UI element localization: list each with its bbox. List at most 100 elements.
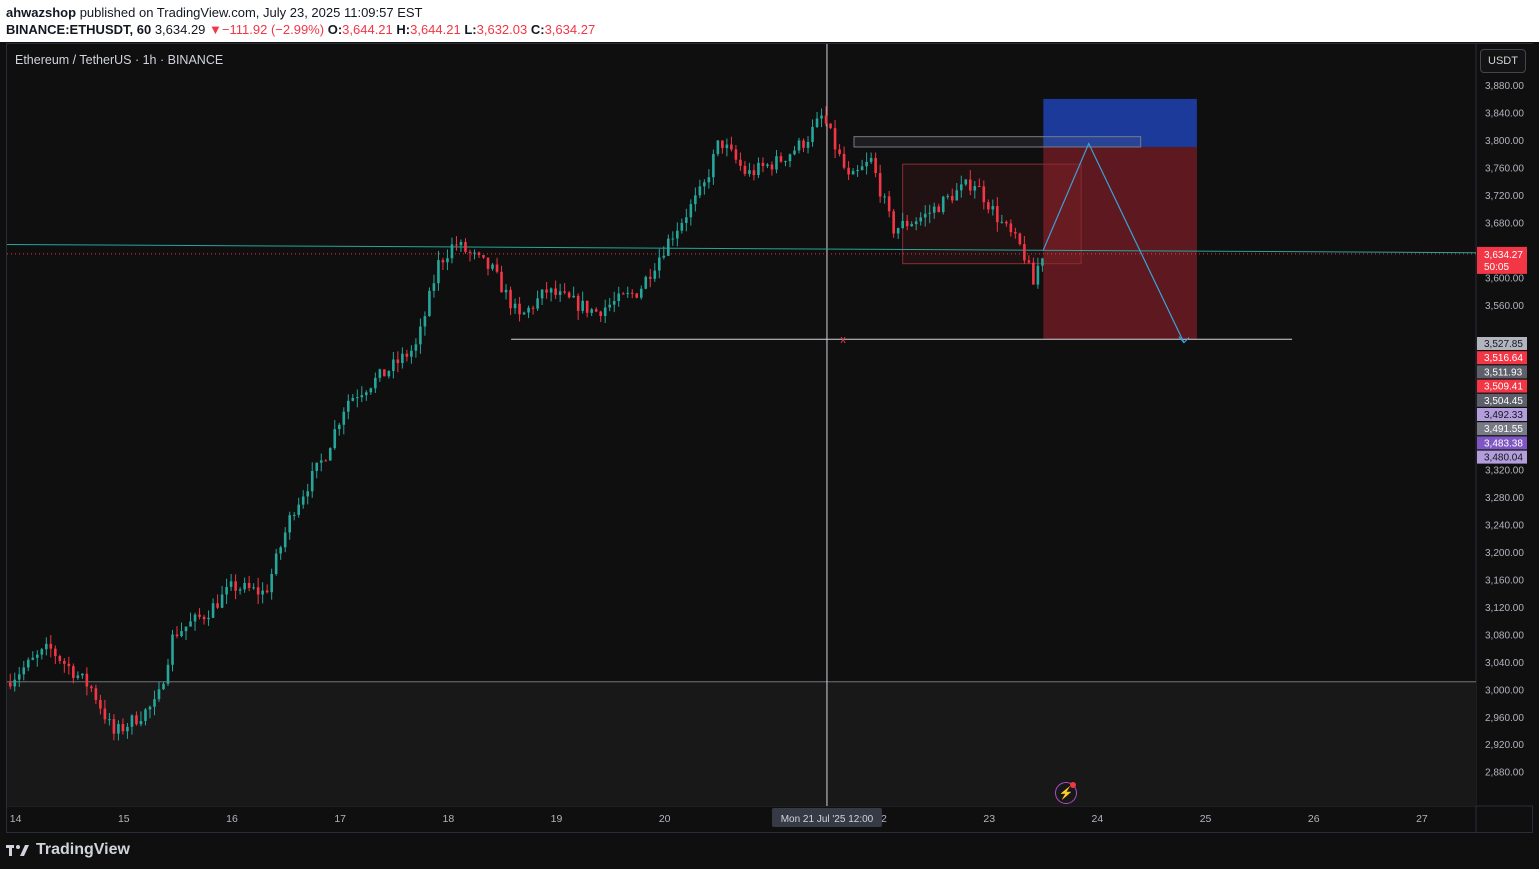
candle-body [905,220,909,227]
candle-body [752,170,756,176]
x-tick-label: 24 [1092,813,1104,825]
publisher-name[interactable]: ahwazshop [6,5,77,20]
price-label-box[interactable] [1477,436,1527,450]
candle-body [712,154,715,178]
candle-body [112,719,116,734]
position-upper-zone[interactable] [1043,98,1197,147]
candle-body [94,688,98,701]
candle-body [1041,258,1044,266]
candle-body [81,673,84,676]
open-value: 3,644.21 [342,22,393,37]
candle-body [842,154,846,168]
candle-body [184,626,188,632]
price-change: −111.92 (−2.99%) [221,22,325,37]
y-tick-label: 3,080.00 [1485,630,1524,641]
candle-body [964,179,968,185]
candle-body [815,118,819,127]
y-tick-label: 3,240.00 [1485,521,1524,532]
candle-body [410,350,413,357]
symbol-label: BINANCE:ETHUSDT, 60 [6,22,152,37]
chart-legend-title[interactable]: Ethereum / TetherUS · 1h · BINANCE [15,53,224,67]
candle-body [247,582,251,588]
candle-body [585,300,589,313]
x-tick-label: 18 [443,813,455,825]
price-label-box[interactable] [1477,337,1527,350]
low-value: 3,632.03 [476,22,528,37]
price-label-box[interactable] [1477,450,1527,464]
candle-body [175,634,179,637]
candle-body [878,173,882,197]
y-tick-label: 3,760.00 [1485,164,1524,175]
candle-body [8,682,12,687]
y-tick-label: 3,320.00 [1485,466,1524,477]
candle-body [518,303,521,315]
candle-body [428,290,431,317]
ohlc-line: BINANCE:ETHUSDT, 60 3,634.29 ▼−111.92 (−… [6,22,595,37]
price-label-box[interactable] [1477,422,1527,436]
candle-body [757,162,760,176]
candle-body [301,496,305,505]
projection-path[interactable] [1042,142,1185,343]
candle-body [437,260,440,284]
current-price-box[interactable] [1477,246,1527,274]
lightning-icon[interactable]: ⚡ [1055,782,1077,804]
candle-body [328,448,332,461]
tradingview-logo-icon [6,845,29,856]
y-tick-label: 2,920.00 [1485,740,1524,751]
candle-body [1032,262,1035,285]
price-label-box[interactable] [1477,365,1527,379]
candle-body [491,264,494,269]
candle-body [509,289,512,309]
candle-body [513,303,517,309]
candle-body [996,206,999,223]
x-tick-label: 19 [551,813,563,825]
published-on-text: published on TradingView.com, July 23, 2… [79,5,423,20]
candle-body [1027,260,1031,263]
candle-body [315,462,319,471]
candle-body [626,292,630,294]
notification-dot [1070,782,1076,788]
price-label-box[interactable] [1477,408,1527,421]
candle-body [419,326,422,345]
candle-body [766,164,769,167]
candle-body [504,289,508,293]
price-chart[interactable]: x3,920.003,880.003,840.003,800.003,760.0… [0,0,1539,834]
tradingview-brand[interactable]: TradingView [6,841,130,859]
candle-body [117,724,120,734]
candle-body [698,186,702,196]
candle-body [1014,232,1017,234]
x-tick-label: 20 [659,813,671,825]
candle-body [126,726,129,732]
candle-body [342,411,346,425]
candle-body [874,157,877,174]
y-tick-label: 3,800.00 [1485,136,1524,147]
candle-body [337,424,341,430]
price-label: 3,527.85 [1484,339,1523,350]
rectangle-drawing-upper[interactable] [853,136,1142,148]
y-tick-label: 3,160.00 [1485,575,1524,586]
candle-body [793,150,796,155]
candle-body [743,165,747,174]
candle-body [374,377,377,389]
price-label-box[interactable] [1477,351,1527,365]
candle-body [67,663,71,667]
price-label-box[interactable] [1477,393,1527,407]
candle-body [423,316,427,327]
price-label-box[interactable] [1477,379,1527,393]
currency-button[interactable]: USDT [1480,49,1526,73]
y-tick-label: 3,600.00 [1485,273,1524,284]
position-lower-zone[interactable] [1043,146,1197,340]
current-price-label: 3,634.27 [1484,250,1523,261]
teal-trendline[interactable] [6,243,1477,254]
candle-body [468,251,472,253]
candle-body [558,291,562,295]
candle-body [838,149,841,155]
candle-body [860,166,864,171]
x-tick-label: 23 [983,813,995,825]
candle-body [973,186,977,191]
y-tick-label: 3,560.00 [1485,301,1524,312]
candle-body [265,590,269,593]
candle-body [802,140,805,148]
candle-body [775,156,778,170]
candle-body [455,244,458,246]
